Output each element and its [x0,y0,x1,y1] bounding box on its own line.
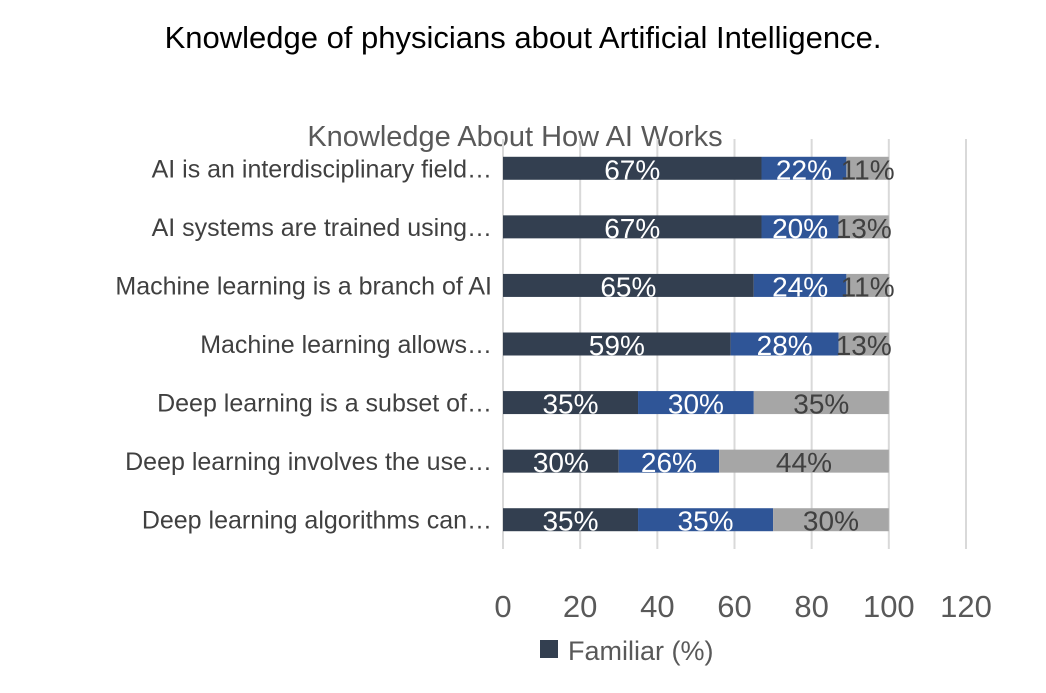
bar-segment [503,332,731,356]
bar-value-label: 67% [604,213,660,244]
category-label: Machine learning is a branch of AI [115,272,492,300]
category-label: AI systems are trained using… [152,214,492,242]
category-label: Deep learning involves the use… [125,448,492,476]
bar-segment [503,391,639,415]
legend: Familiar (%) [540,636,714,666]
category-label: AI is an interdisciplinary field… [152,155,492,183]
bar-value-label: 20% [772,213,828,244]
bar-value-label: 13% [836,213,892,244]
bar-segment [638,391,754,415]
legend-label-familiar: Familiar (%) [568,636,714,666]
x-tick-label: 80 [794,589,828,624]
bar-segment [846,156,889,180]
bar-value-label: 65% [600,271,656,302]
bar-value-label: 30% [533,447,589,478]
bars: 67% 22% 11% 67% 20% 13% 65% 24% 11% 59% 28% 13% 35% 3… [503,154,895,537]
bar-value-label: 28% [757,330,813,361]
legend-swatch-familiar [540,640,558,658]
bar-segment [503,508,639,532]
bar-value-label: 13% [836,330,892,361]
x-tick-label: 40 [640,589,674,624]
x-tick-label: 100 [863,589,915,624]
bar-segment [503,273,754,297]
x-tick-label: 0 [494,589,511,624]
bar-segment [761,156,847,180]
category-label: Deep learning algorithms can… [142,507,492,535]
x-tick-labels: 0 20 40 60 80 100 120 [494,589,991,624]
chart-title: Knowledge About How AI Works [307,121,722,153]
bar-segment [618,449,720,473]
bar-segment [503,215,762,239]
bar-value-label: 22% [776,154,832,185]
bar-segment [503,156,762,180]
bar-value-label: 35% [542,389,598,420]
bar-value-label: 24% [772,271,828,302]
bar-value-label: 35% [542,506,598,537]
x-tick-label: 60 [717,589,751,624]
bar-value-label: 11% [841,154,895,185]
bar-segment [761,215,839,239]
category-labels: AI is an interdisciplinary field… AI syst… [115,155,492,534]
bar-segment [846,273,889,297]
bar-value-label: 59% [589,330,645,361]
category-label: Machine learning allows… [200,331,492,359]
x-tick-label: 120 [940,589,992,624]
x-tick-label: 20 [563,589,597,624]
category-label: Deep learning is a subset of… [157,390,492,418]
bar-value-label: 30% [668,389,724,420]
bar-value-label: 26% [641,447,697,478]
bar-segment [719,449,889,473]
bar-value-label: 44% [776,447,832,478]
bar-value-label: 11% [841,271,895,302]
bar-value-label: 30% [803,506,859,537]
bar-segment [503,449,619,473]
bar-value-label: 35% [678,506,734,537]
bar-segment [730,332,839,356]
bar-value-label: 67% [604,154,660,185]
bar-segment [753,391,889,415]
bar-segment [838,332,889,356]
bar-value-label: 35% [793,389,849,420]
bar-segment [773,508,889,532]
bar-segment [838,215,889,239]
page-title: Knowledge of physicians about Artificial… [164,20,882,55]
bar-segment [638,508,774,532]
bar-segment [753,273,847,297]
